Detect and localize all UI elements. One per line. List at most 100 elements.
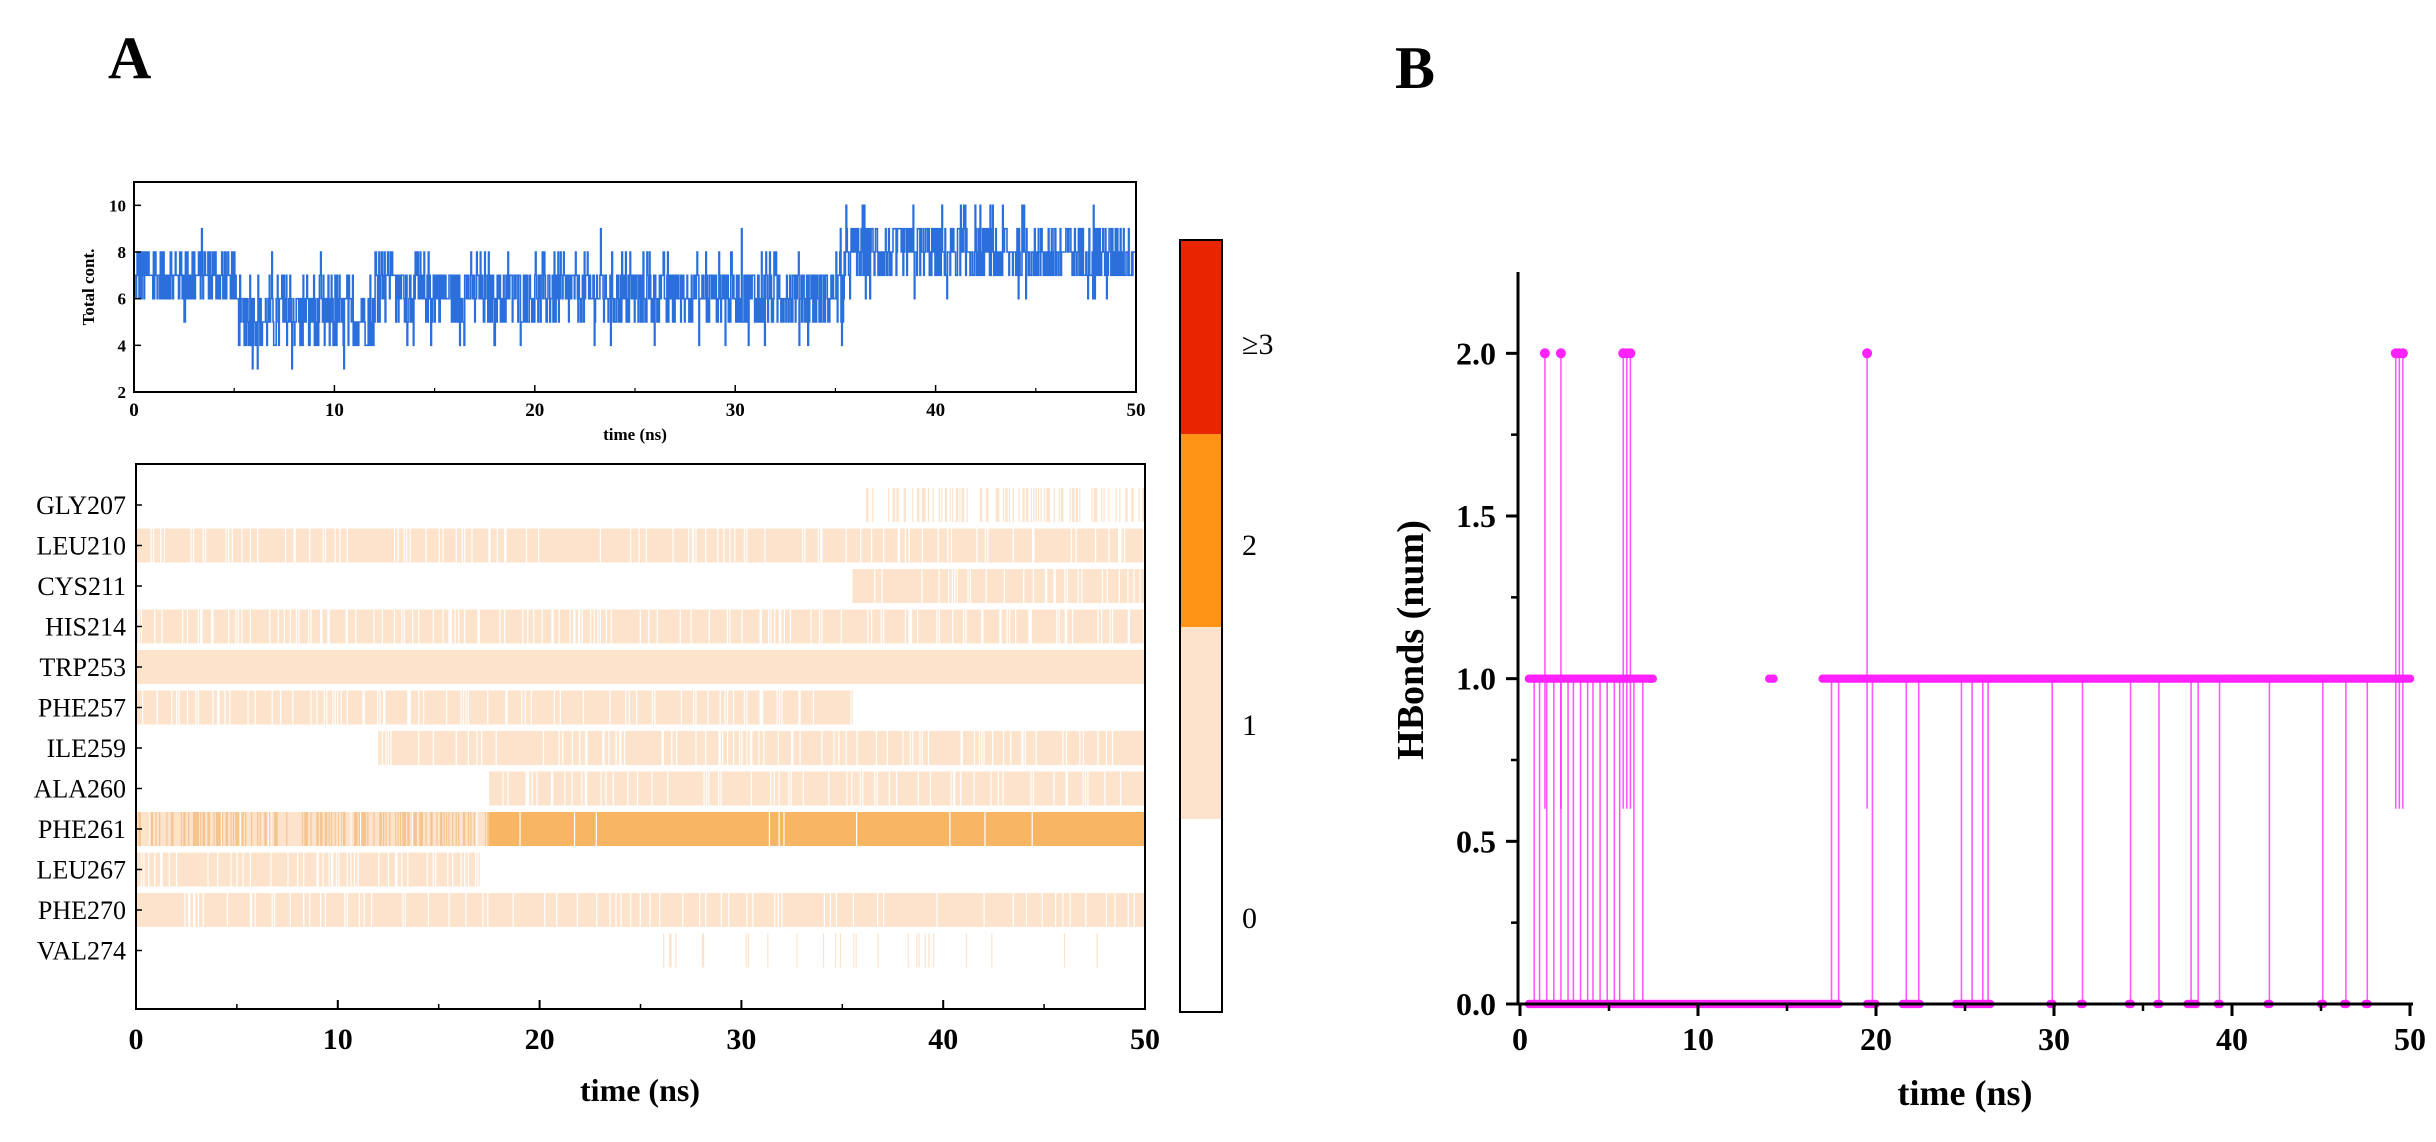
heatmap-cell [251,609,270,644]
heatmap-cell [286,528,294,563]
heatmap-cell [219,690,225,725]
heatmap-cell [764,731,778,765]
hbonds-x-tick-label: 0 [1512,1021,1528,1057]
hbonds-peak-point [1625,348,1636,359]
heatmap-cell [272,893,275,927]
heatmap-cell [231,852,237,887]
heatmap-cell [345,893,347,927]
heatmap-cell [779,812,784,846]
heatmap-cell [383,609,394,644]
heatmap-cell [769,609,771,644]
heatmap-cell [340,812,342,846]
heatmap-colorbar: ≥3 2 1 0 [1179,239,1273,1013]
heatmap-cell [655,690,681,725]
contacts-y-tick-label: 2 [118,383,127,402]
heatmap-cell [928,933,930,968]
heatmap-cell [673,528,689,563]
heatmap-cell [397,812,399,846]
heatmap-cell [1082,569,1102,603]
heatmap-cell [966,488,968,522]
panel-label-a: A [108,25,151,91]
hbonds-point [2405,674,2415,683]
heatmap-cell [221,812,224,846]
heatmap-cell [433,609,443,644]
heatmap-cell [638,771,652,806]
heatmap-cell [389,812,391,846]
heatmap-cell [452,812,454,846]
heatmap-cell [649,609,657,644]
heatmap-cell [242,528,250,563]
heatmap-cell [275,893,290,927]
heatmap-cell [310,528,323,563]
heatmap-cell [1119,569,1128,603]
heatmap-cell [728,609,730,644]
heatmap-cell [918,933,920,968]
heatmap-cell [456,731,468,765]
heatmap-cell [918,609,937,644]
heatmap-cell [781,609,784,644]
heatmap-row-phe257 [136,690,853,725]
heatmap-cell [610,690,626,725]
heatmap-cell [1057,609,1059,644]
heatmap-cell [937,893,984,927]
heatmap-cell [803,528,805,563]
heatmap-cell [742,731,747,765]
heatmap-cell [977,528,985,563]
heatmap-cell [316,812,319,846]
heatmap-cell [652,771,668,806]
heatmap-cell [1067,569,1078,603]
heatmap-cell [559,731,563,765]
heatmap-cell [951,771,953,806]
heatmap-cell [745,528,747,563]
heatmap-cell [1034,528,1071,563]
heatmap-cell [560,690,583,725]
heatmap-cell [730,609,742,644]
heatmap-cell [931,771,951,806]
heatmap-cell [449,893,466,927]
heatmap-cell [955,771,961,806]
heatmap-cell [257,812,259,846]
heatmap-cell [1108,488,1110,522]
heatmap-cell [938,528,948,563]
contacts-y-axis-label: Total cont. [79,249,98,326]
heatmap-cell [778,893,782,927]
heatmap-cell [385,812,387,846]
heatmap-cell [364,893,371,927]
heatmap-cell [584,690,610,725]
heatmap-cell [767,933,769,968]
heatmap-cell [522,690,525,725]
heatmap-cell [912,609,917,644]
heatmap-cell [1061,488,1064,522]
heatmap-x-ticks: 0 10 20 30 40 50 [129,1000,1160,1056]
heatmap-cell [367,812,369,846]
heatmap-cell [640,893,650,927]
heatmap-row-gly207 [866,488,1145,522]
heatmap-cell [202,812,206,846]
heatmap-cell [507,690,522,725]
heatmap-cell [505,609,523,644]
heatmap-cell [1054,771,1066,806]
heatmap-cell [941,488,943,522]
heatmap-cell [203,893,227,927]
heatmap-cell [724,528,730,563]
heatmap-cell [922,569,939,603]
heatmap-cell [1031,771,1033,806]
heatmap-cell [984,893,1013,927]
heatmap-cell [1102,609,1110,644]
heatmap-cell [985,528,988,563]
heatmap-cell [565,771,572,806]
heatmap-cell [281,690,293,725]
heatmap-cell [1130,609,1144,644]
heatmap-cell [932,488,934,522]
heatmap-cell [447,690,461,725]
heatmap-cell [545,893,557,927]
heatmap-cell [877,933,879,968]
heatmap-cell [496,731,543,765]
heatmap-cell [1027,893,1042,927]
hbonds-x-tick-label: 20 [1860,1021,1892,1057]
heatmap-cell [169,852,176,887]
heatmap-cell [626,690,629,725]
heatmap-cell [334,812,336,846]
heatmap-cell [866,488,869,522]
heatmap-cell [207,812,210,846]
